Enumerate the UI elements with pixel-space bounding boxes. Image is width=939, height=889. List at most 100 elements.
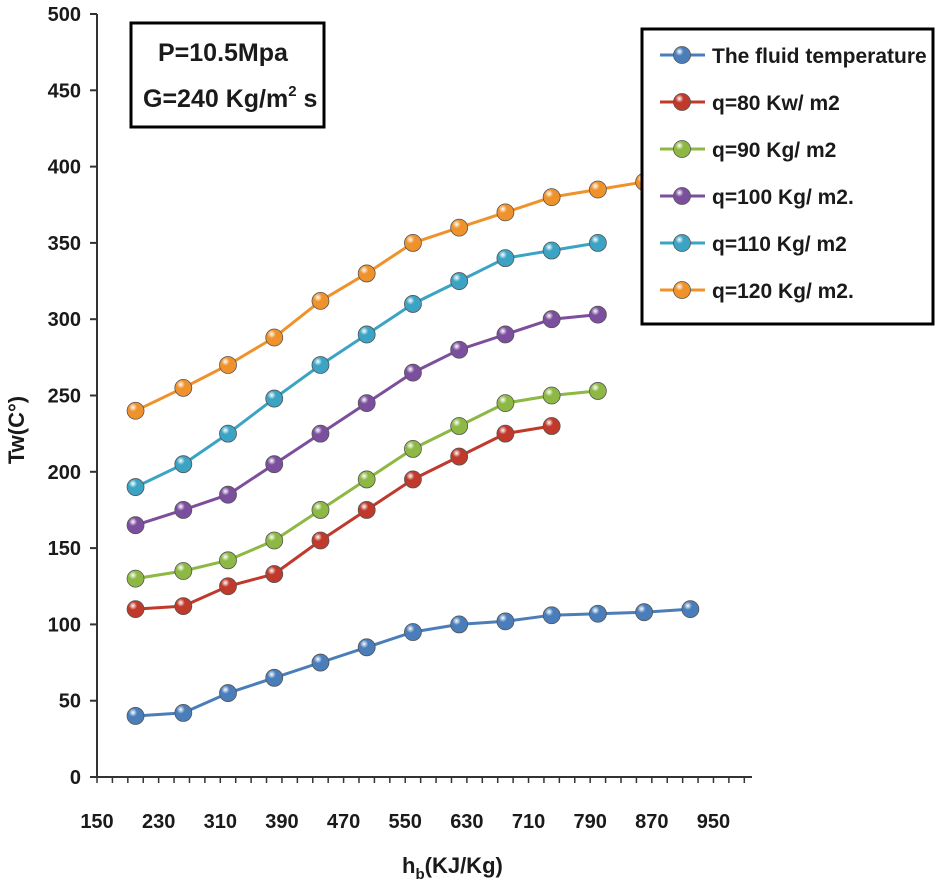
data-point	[266, 456, 283, 473]
y-tick-label: 500	[48, 4, 81, 26]
legend-swatch-marker	[674, 47, 691, 64]
data-point	[312, 654, 329, 671]
annotation-mass-flux-sup: 2	[288, 83, 296, 100]
data-point	[127, 517, 144, 534]
data-point	[543, 607, 560, 624]
data-point	[175, 562, 192, 579]
data-point	[451, 418, 468, 435]
data-point	[451, 341, 468, 358]
y-tick-label: 50	[59, 691, 81, 713]
data-point	[543, 189, 560, 206]
line-chart: 050100150200250300350400450500 150 230 310…	[0, 0, 939, 889]
data-point	[312, 425, 329, 442]
data-point	[312, 532, 329, 549]
data-point	[358, 265, 375, 282]
chart-root: 0 50 100 150 200 250 300 350 400 450 500 150 230 310…	[0, 0, 939, 889]
data-point	[543, 311, 560, 328]
data-point	[497, 395, 514, 412]
data-point	[358, 471, 375, 488]
x-tick-label: 950	[697, 811, 730, 833]
x-axis-title-main: h	[402, 853, 415, 878]
data-point	[497, 613, 514, 630]
legend-label: q=110 Kg/ m2	[712, 233, 847, 256]
x-tick-label: 550	[389, 811, 422, 833]
series-0	[127, 601, 699, 725]
series-5	[127, 173, 653, 419]
data-point	[220, 685, 237, 702]
data-point	[358, 326, 375, 343]
x-tick-label: 710	[512, 811, 545, 833]
data-point	[127, 570, 144, 587]
legend-label: q=120 Kg/ m2.	[712, 280, 854, 303]
data-point	[404, 471, 421, 488]
y-tick-label: 300	[48, 309, 81, 331]
data-point	[312, 356, 329, 373]
data-point	[175, 598, 192, 615]
data-point	[220, 578, 237, 595]
data-point	[127, 601, 144, 618]
y-tick-label: 350	[48, 233, 81, 255]
data-point	[589, 382, 606, 399]
y-tick-label: 100	[48, 614, 81, 636]
data-point	[497, 204, 514, 221]
data-point	[404, 624, 421, 641]
data-point	[175, 379, 192, 396]
data-point	[358, 501, 375, 518]
legend-label: q=90 Kg/ m2	[712, 139, 836, 162]
y-tick-label: 0	[70, 767, 81, 789]
data-point	[175, 456, 192, 473]
y-tick-label: 200	[48, 462, 81, 484]
x-tick-label: 390	[265, 811, 298, 833]
series-1	[127, 418, 560, 618]
data-point	[127, 707, 144, 724]
data-point	[220, 356, 237, 373]
y-ticks: 0 50 100 150 200 250 300 350 400 450 500	[48, 4, 97, 789]
legend-label: q=100 Kg/ m2.	[712, 186, 854, 209]
x-tick-label: 230	[142, 811, 175, 833]
legend-swatch-marker	[674, 94, 691, 111]
series-line	[136, 315, 598, 526]
data-point	[682, 601, 699, 618]
annotation-box: P=10.5Mpa G=240 Kg/m2 s	[131, 23, 324, 127]
data-point	[451, 448, 468, 465]
data-point	[175, 704, 192, 721]
x-axis-title: hb(KJ/Kg)	[402, 853, 503, 883]
x-ticks: 150 230 310 390 470 550 630 710 790 870 950	[80, 777, 744, 833]
data-point	[589, 234, 606, 251]
data-point	[358, 395, 375, 412]
x-tick-label: 150	[80, 811, 113, 833]
series-layer	[127, 173, 699, 724]
data-point	[497, 326, 514, 343]
data-point	[543, 418, 560, 435]
data-point	[636, 604, 653, 621]
x-axis-title-sub: b	[415, 866, 424, 883]
y-tick-label: 450	[48, 80, 81, 102]
data-point	[266, 566, 283, 583]
data-point	[451, 273, 468, 290]
data-point	[589, 306, 606, 323]
data-point	[497, 250, 514, 267]
data-point	[220, 552, 237, 569]
x-tick-label: 310	[204, 811, 237, 833]
data-point	[404, 295, 421, 312]
data-point	[589, 605, 606, 622]
data-point	[312, 292, 329, 309]
legend-swatch-marker	[674, 188, 691, 205]
data-point	[266, 390, 283, 407]
legend-swatch-marker	[674, 235, 691, 252]
data-point	[497, 425, 514, 442]
data-point	[266, 329, 283, 346]
series-2	[127, 382, 606, 587]
annotation-mass-flux-prefix: G=240 Kg/m	[143, 85, 288, 113]
series-line	[136, 182, 645, 411]
data-point	[266, 532, 283, 549]
data-point	[543, 242, 560, 259]
y-tick-label: 150	[48, 538, 81, 560]
data-point	[266, 669, 283, 686]
x-axis-title-rest: (KJ/Kg)	[425, 853, 503, 878]
data-point	[358, 639, 375, 656]
y-tick-label: 250	[48, 386, 81, 408]
data-point	[404, 440, 421, 457]
data-point	[175, 501, 192, 518]
legend-label: q=80 Kw/ m2	[712, 92, 840, 115]
